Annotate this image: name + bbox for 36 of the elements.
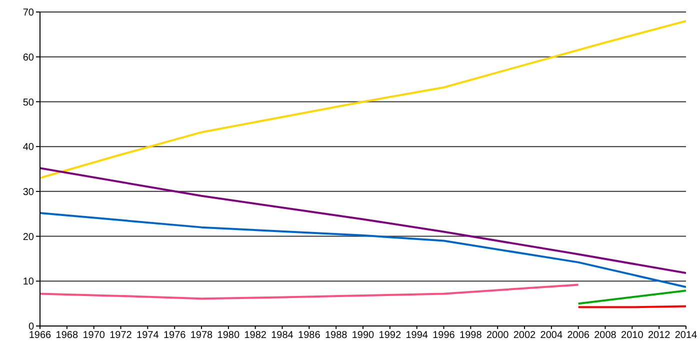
x-tick-label: 2004 (540, 330, 563, 342)
x-tick-label: 1990 (352, 330, 375, 342)
y-tick-label: 10 (22, 276, 34, 288)
line-series (40, 20, 686, 179)
x-tick-label: 1966 (28, 330, 52, 342)
x-tick-label: 1978 (190, 330, 214, 342)
line-series (40, 212, 686, 288)
y-tick-label: 60 (22, 52, 34, 64)
x-tick-label: 1982 (244, 330, 267, 342)
x-tick-label: 2010 (621, 330, 644, 342)
line-series (40, 167, 686, 274)
y-tick-label: 70 (22, 8, 34, 19)
x-tick-label: 1984 (271, 330, 294, 342)
x-tick-label: 1996 (432, 330, 456, 342)
y-tick-label: 30 (22, 186, 34, 198)
x-tick-label: 1980 (217, 330, 240, 342)
x-tick-label: 2014 (674, 330, 698, 342)
x-tick-label: 1998 (460, 330, 482, 342)
x-tick-label: 1986 (298, 330, 321, 342)
x-tick-label: 2000 (486, 330, 510, 342)
x-tick-label: 2002 (513, 330, 536, 342)
x-tick-label: 2006 (567, 330, 590, 342)
x-tick-label: 1972 (110, 330, 132, 342)
x-tick-label: 1976 (163, 330, 186, 342)
x-tick-label: 1968 (56, 330, 78, 342)
x-tick-label: 1970 (82, 330, 106, 342)
x-tick-label: 1974 (136, 330, 160, 342)
line-series (40, 284, 580, 300)
x-tick-label: 2008 (594, 330, 617, 342)
y-tick-label: 40 (22, 142, 34, 154)
x-tick-label: 2012 (648, 330, 671, 342)
y-tick-label: 50 (22, 97, 34, 108)
x-tick-label: 1988 (324, 330, 348, 342)
x-tick-label: 1994 (406, 330, 428, 342)
x-tick-label: 1992 (378, 330, 402, 342)
y-tick-label: 20 (22, 232, 34, 243)
